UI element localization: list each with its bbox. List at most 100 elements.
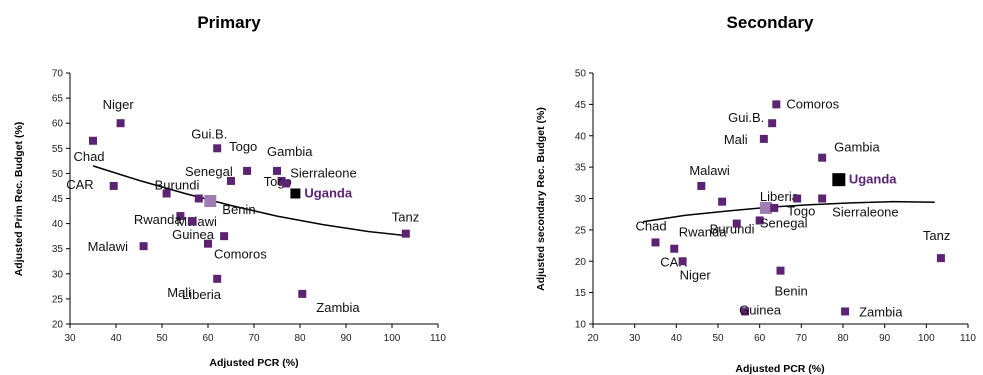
- chart-1-point-label: Benin: [222, 202, 255, 217]
- chart-1-y-tick-label: 65: [52, 94, 64, 105]
- chart-2-data-point: [718, 197, 727, 206]
- chart-2-data-point: [759, 201, 772, 214]
- chart-1-data-point: [282, 179, 291, 188]
- chart-2-y-tick-label: 25: [575, 225, 587, 236]
- chart-2-x-axis-title: Adjusted PCR (%): [735, 363, 824, 375]
- chart-1-point-label: Chad: [73, 149, 104, 164]
- chart-1-x-tick-label: 70: [248, 333, 260, 344]
- chart-2-x-tick-label: 90: [879, 333, 891, 344]
- chart-1-point-label: Senegal: [185, 164, 233, 179]
- chart-1-y-tick-label: 55: [52, 144, 64, 155]
- chart-1-data-point: [290, 188, 301, 199]
- chart-1-y-tick-label: 70: [52, 69, 64, 80]
- chart-1-y-tick-label: 40: [52, 219, 64, 230]
- chart-1-point-label: Mali: [167, 285, 191, 300]
- chart-1-data-point: [109, 181, 118, 190]
- chart-2-x-tick-label: 60: [754, 333, 766, 344]
- chart-1-data-point: [139, 242, 148, 251]
- chart-2-title: Secondary: [727, 13, 814, 32]
- chart-1-x-tick-label: 110: [430, 333, 446, 344]
- chart-1-point-label: Togo: [229, 139, 257, 154]
- chart-1-y-tick-label: 30: [52, 269, 64, 280]
- chart-2-x-tick-label: 40: [671, 333, 683, 344]
- chart-1-data-point: [213, 144, 222, 153]
- chart-2-point-label: Tanz: [923, 228, 950, 243]
- chart-2-x-tick-label: 20: [587, 333, 599, 344]
- chart-2-x-tick-label: 80: [837, 333, 849, 344]
- chart-1-y-tick-label: 35: [52, 244, 64, 255]
- chart-1-point-label: Malawi: [88, 239, 129, 254]
- chart-1-point-label: Rwanda: [134, 212, 182, 227]
- chart-2-data-point: [670, 244, 679, 253]
- chart-1-data-point: [298, 289, 307, 298]
- chart-1-data-point: [176, 212, 185, 221]
- chart-1-x-tick-label: 30: [64, 333, 76, 344]
- chart-2-data-point: [697, 181, 706, 190]
- chart-2-data-point: [651, 238, 660, 247]
- chart-1-point-label: Malawi: [176, 214, 217, 229]
- chart-2-point-label: Togo: [787, 204, 815, 219]
- chart-1-data-point: [220, 232, 229, 241]
- chart-1-x-tick-label: 40: [110, 333, 122, 344]
- chart-1-point-label: Tanz: [392, 210, 419, 225]
- chart-1-point-label: Zambia: [316, 300, 360, 315]
- chart-1-data-point: [227, 176, 235, 185]
- chart-1-point-label: CAR: [66, 177, 93, 192]
- chart-2-point-label: Chad: [636, 218, 667, 233]
- chart-1-x-tick-label: 100: [384, 333, 401, 344]
- chart-2-data-point: [818, 153, 827, 162]
- chart-2-point-label: Uganda: [849, 172, 897, 187]
- chart-1-x-tick-label: 50: [156, 333, 168, 344]
- chart-2-data-point: [770, 203, 779, 212]
- chart-2-y-tick-label: 50: [575, 69, 587, 80]
- chart-1-y-tick-label: 60: [52, 119, 64, 130]
- chart-2-data-point: [732, 219, 741, 228]
- chart-2-point-label: Rwanda: [679, 225, 727, 240]
- chart-2-y-tick-label: 45: [575, 100, 587, 111]
- chart-1-point-label: Comoros: [214, 247, 267, 262]
- chart-2-point-label: Burundi: [710, 221, 755, 236]
- chart-1-trend-line: [92, 165, 406, 237]
- chart-1-data-point: [213, 274, 222, 283]
- chart-1-y-tick-label: 50: [52, 169, 64, 180]
- chart-1-data-point: [204, 195, 217, 208]
- chart-1-point-label: Liberia: [182, 287, 222, 302]
- chart-2-data-point: [936, 254, 945, 263]
- chart-2-data-point: [768, 119, 777, 128]
- chart-2-point-label: Mali: [724, 132, 748, 147]
- chart-1-x-tick-label: 80: [294, 333, 306, 344]
- chart-2-point-label: Gambia: [834, 140, 880, 155]
- chart-2-data-point: [818, 194, 827, 203]
- chart-1-data-point: [187, 217, 196, 226]
- chart-2-point-label: Sierraleone: [832, 205, 899, 220]
- chart-2-data-point: [755, 216, 764, 225]
- chart-2-data-point: [759, 134, 768, 143]
- chart-1-data-point: [89, 136, 97, 145]
- chart-2-trend-line: [642, 200, 935, 223]
- chart-2-point-label: Comoros: [786, 96, 839, 111]
- chart-2-point-label: Liberia: [760, 189, 800, 204]
- chart-1-point-label: Sierraleone: [290, 165, 357, 180]
- chart-1-data-point: [243, 166, 252, 175]
- chart-2-data-point: [841, 307, 850, 316]
- chart-1-data-point: [116, 119, 125, 128]
- chart-2-point-label: Senegal: [760, 215, 808, 230]
- chart-1-data-point: [162, 189, 171, 198]
- chart-1-data-point: [194, 194, 203, 203]
- chart-1-y-tick-label: 25: [52, 294, 64, 305]
- chart-2-data-point: [741, 307, 750, 316]
- chart-2-y-axis-title: Adjusted secondary Rec. Budget (%): [535, 107, 547, 291]
- chart-2-y-tick-label: 10: [575, 320, 587, 331]
- chart-2-data-point: [776, 266, 785, 275]
- chart-1-data-point: [401, 229, 410, 238]
- chart-1-point-label: Guinea: [172, 227, 215, 242]
- chart-2-point-label: Benin: [775, 284, 808, 299]
- chart-2-data-point: [793, 194, 802, 203]
- chart-1-x-axis-title: Adjusted PCR (%): [209, 357, 298, 369]
- chart-2-point-label: Zambia: [859, 304, 903, 319]
- chart-1-point-label: Gui.B.: [191, 126, 227, 141]
- chart-1-point-label: Uganda: [304, 185, 352, 200]
- chart-2-y-tick-label: 35: [575, 163, 587, 174]
- chart-2-x-tick-label: 30: [629, 333, 641, 344]
